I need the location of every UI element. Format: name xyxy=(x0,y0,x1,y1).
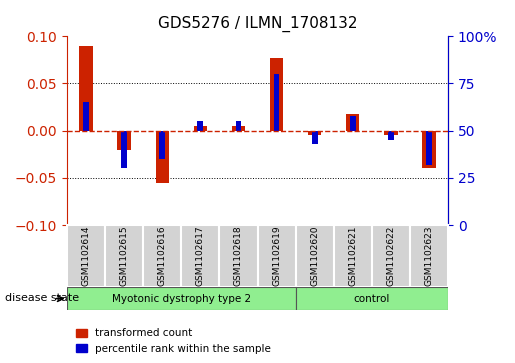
FancyBboxPatch shape xyxy=(296,287,448,310)
Bar xyxy=(232,126,245,131)
Text: disease state: disease state xyxy=(5,293,79,303)
Bar xyxy=(308,131,321,135)
Legend: transformed count, percentile rank within the sample: transformed count, percentile rank withi… xyxy=(72,324,275,358)
FancyBboxPatch shape xyxy=(410,225,448,287)
Text: GSM1102621: GSM1102621 xyxy=(348,226,357,286)
FancyBboxPatch shape xyxy=(296,225,334,287)
Bar xyxy=(270,58,283,131)
FancyBboxPatch shape xyxy=(143,225,181,287)
FancyBboxPatch shape xyxy=(67,225,105,287)
Bar xyxy=(388,131,394,140)
Text: GSM1102618: GSM1102618 xyxy=(234,225,243,286)
FancyBboxPatch shape xyxy=(334,225,372,287)
FancyBboxPatch shape xyxy=(372,225,410,287)
Bar xyxy=(422,131,436,168)
Text: GSM1102617: GSM1102617 xyxy=(196,225,205,286)
Text: Myotonic dystrophy type 2: Myotonic dystrophy type 2 xyxy=(112,294,251,303)
Bar xyxy=(121,131,127,168)
Bar xyxy=(235,121,242,131)
Bar xyxy=(384,131,398,135)
Bar xyxy=(350,115,356,131)
FancyBboxPatch shape xyxy=(67,287,296,310)
Text: GSM1102615: GSM1102615 xyxy=(119,225,129,286)
FancyBboxPatch shape xyxy=(258,225,296,287)
Text: GSM1102614: GSM1102614 xyxy=(81,226,91,286)
Bar xyxy=(194,126,207,131)
Bar xyxy=(83,102,89,131)
FancyBboxPatch shape xyxy=(219,225,258,287)
Text: GSM1102620: GSM1102620 xyxy=(310,226,319,286)
Title: GDS5276 / ILMN_1708132: GDS5276 / ILMN_1708132 xyxy=(158,16,357,32)
Bar xyxy=(117,131,131,150)
FancyBboxPatch shape xyxy=(181,225,219,287)
Bar xyxy=(156,131,169,183)
Bar xyxy=(346,114,359,131)
FancyBboxPatch shape xyxy=(105,225,143,287)
Bar xyxy=(426,131,432,165)
Text: control: control xyxy=(354,294,390,303)
Text: GSM1102623: GSM1102623 xyxy=(424,226,434,286)
Text: GSM1102619: GSM1102619 xyxy=(272,225,281,286)
Bar xyxy=(273,74,280,131)
Bar xyxy=(312,131,318,144)
Text: GSM1102622: GSM1102622 xyxy=(386,226,396,286)
Bar xyxy=(197,121,203,131)
Bar xyxy=(159,131,165,159)
Text: GSM1102616: GSM1102616 xyxy=(158,225,167,286)
Bar xyxy=(79,46,93,131)
